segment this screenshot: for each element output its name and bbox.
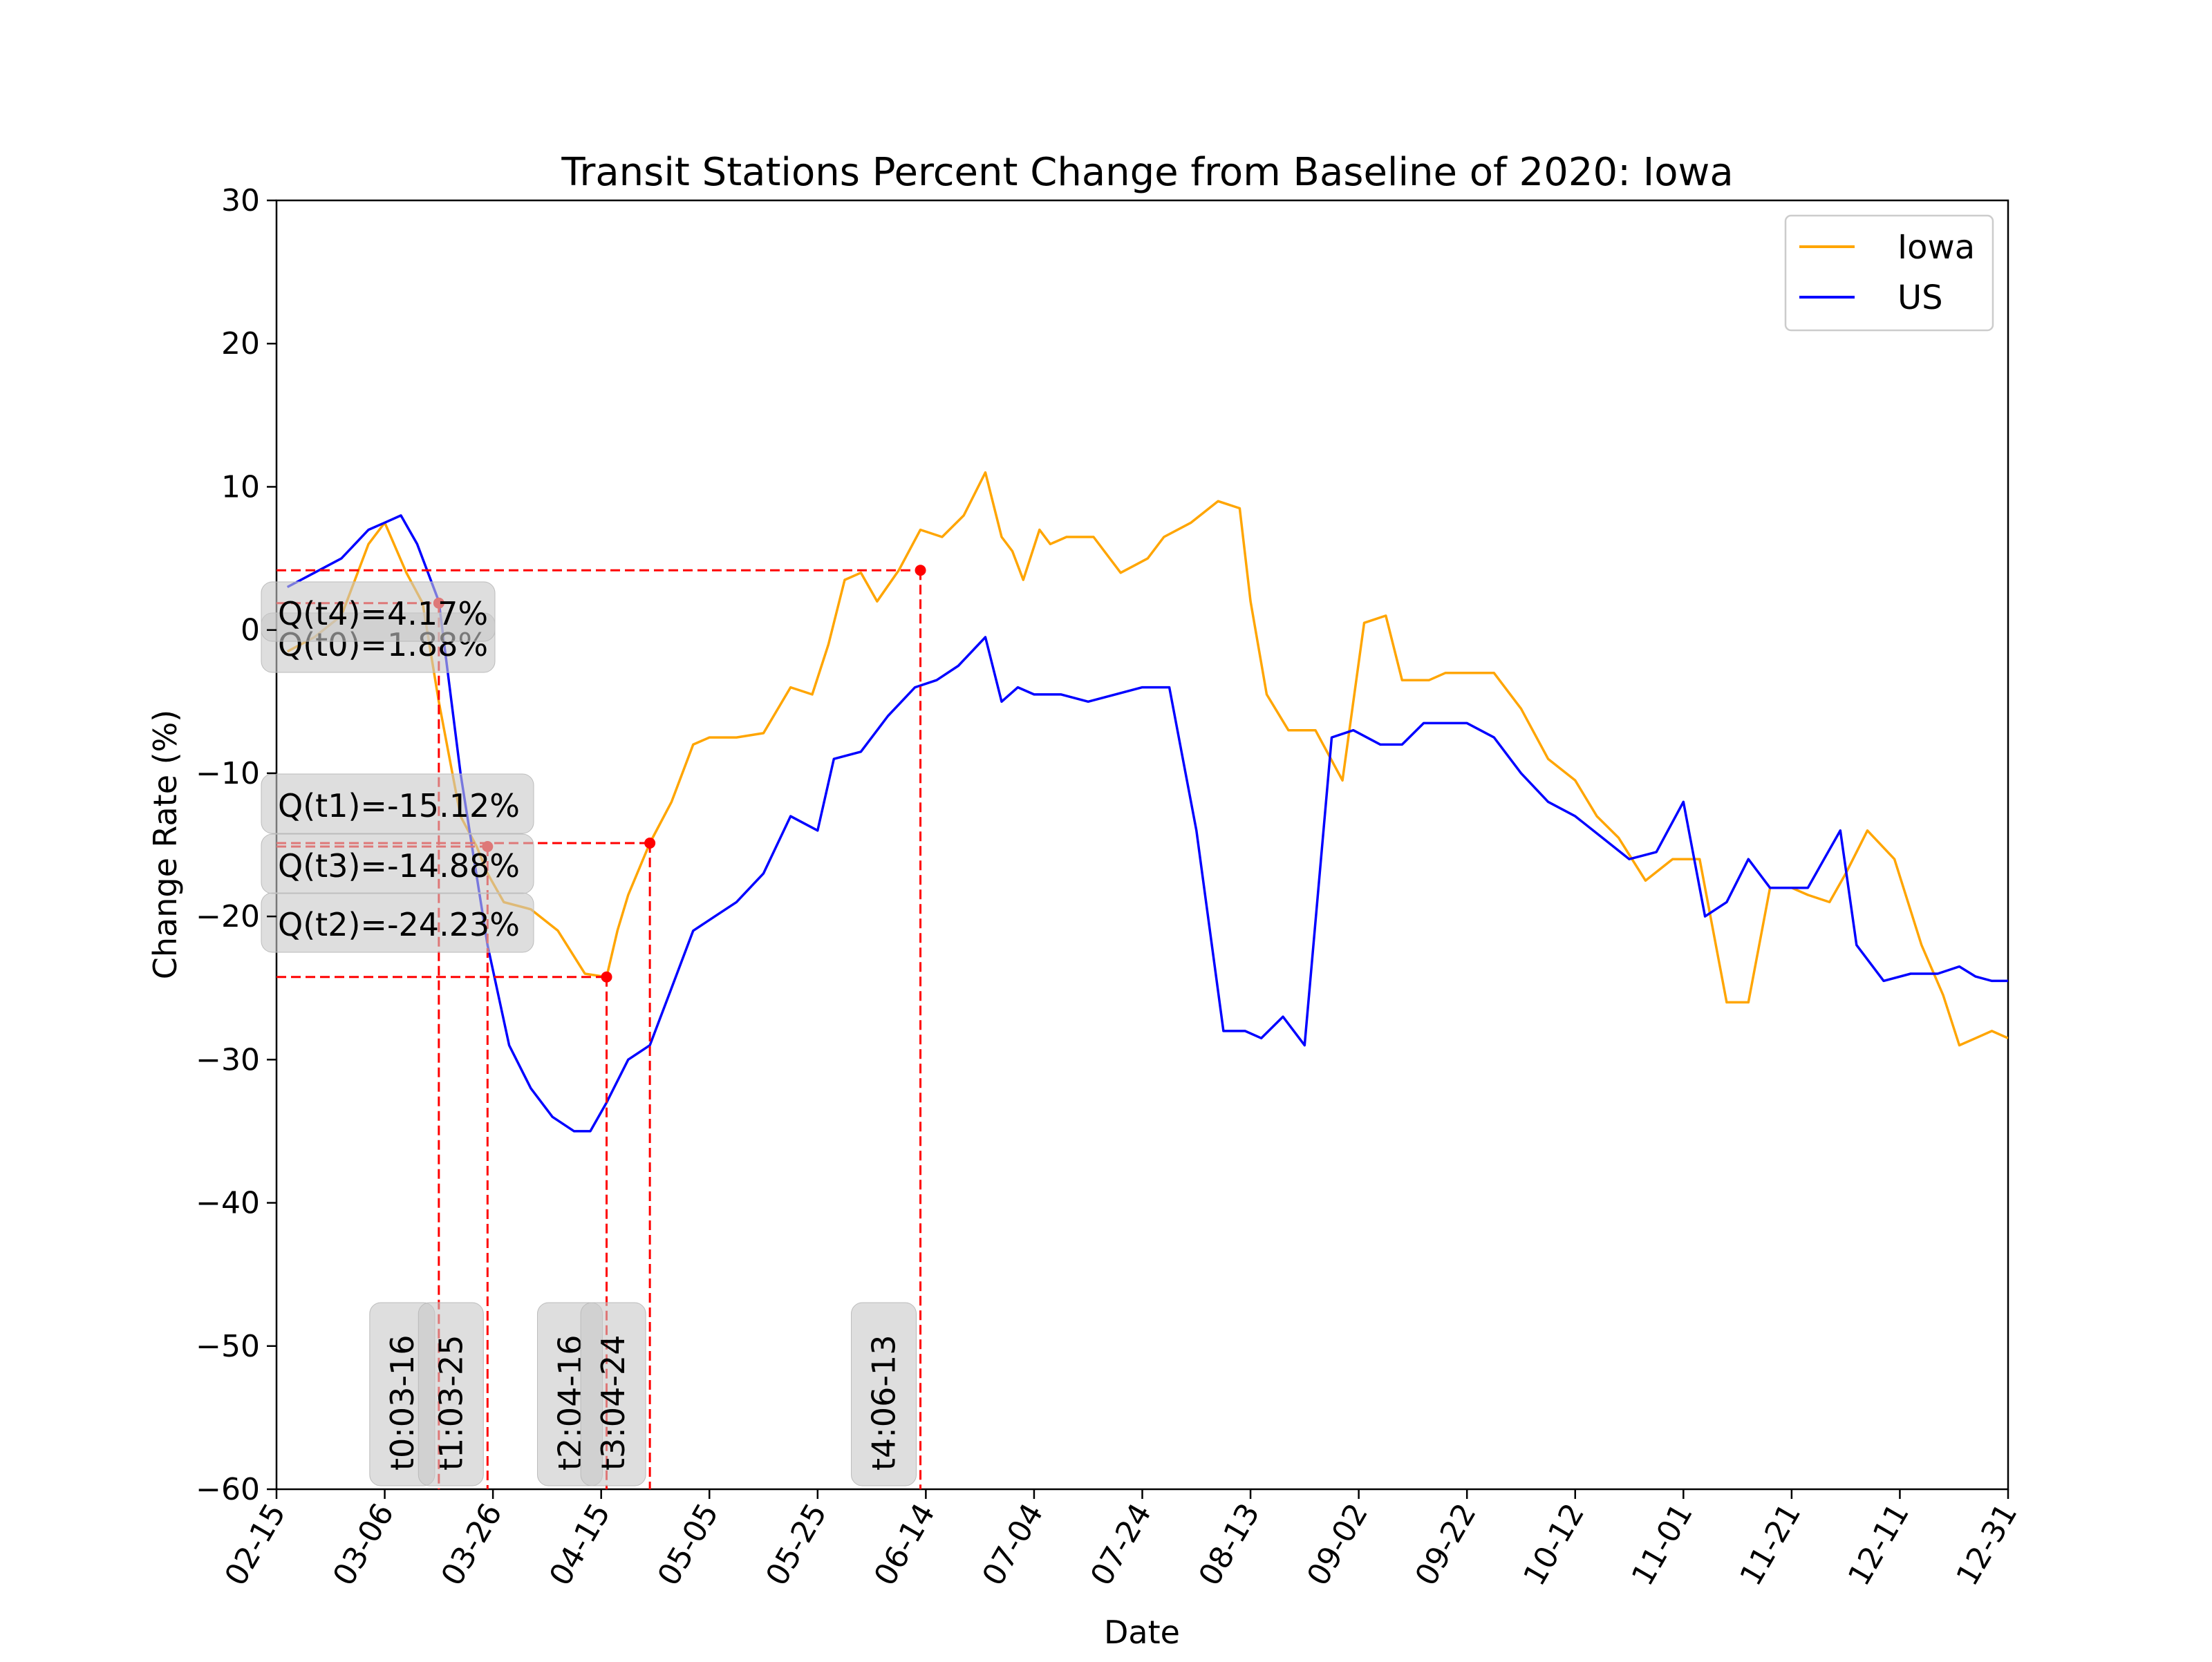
x-tick-label: 04-15	[543, 1498, 617, 1592]
x-tick-label: 12-31	[1949, 1498, 2024, 1592]
y-axis-label: Change Rate (%)	[147, 710, 184, 979]
marker-value-label-t4: Q(t4)=4.17%	[278, 595, 488, 632]
x-axis-label: Date	[1104, 1614, 1180, 1651]
y-tick-label: −60	[196, 1472, 260, 1507]
marker-date-box-t4	[851, 1302, 917, 1486]
marker-point-t3	[644, 838, 656, 849]
x-tick-label: 11-21	[1733, 1498, 1808, 1592]
legend-label-us: US	[1897, 278, 1943, 317]
legend-label-iowa: Iowa	[1897, 228, 1975, 267]
y-tick-label: −20	[196, 899, 260, 934]
x-tick-label: 03-06	[326, 1498, 401, 1592]
series-layer	[286, 471, 2008, 1133]
x-tick-label: 03-26	[435, 1498, 509, 1592]
markers-layer: t0:03-16Q(t0)=1.88%t1:03-25Q(t1)=-15.12%…	[261, 565, 926, 1489]
series-line-iowa	[286, 471, 2008, 1047]
marker-value-box-t3	[261, 833, 534, 894]
y-tick-label: 10	[221, 469, 260, 504]
x-tick-label: 02-15	[218, 1498, 292, 1592]
marker-value-label-t2: Q(t2)=-24.23%	[278, 906, 520, 943]
x-tick-label: 09-22	[1409, 1498, 1483, 1592]
chart-title: Transit Stations Percent Change from Bas…	[561, 150, 1733, 195]
x-tick-label: 07-24	[1084, 1498, 1159, 1592]
y-tick-label: −40	[196, 1186, 260, 1221]
x-tick-label: 08-13	[1192, 1498, 1266, 1592]
marker-point-t4	[915, 565, 926, 576]
y-tick-label: −10	[196, 756, 260, 791]
marker-value-label-t1: Q(t1)=-15.12%	[278, 787, 520, 824]
x-tick-label: 07-04	[975, 1498, 1050, 1592]
legend-box	[1784, 214, 1994, 332]
marker-date-label-t0: t0:03-16	[384, 1335, 421, 1471]
marker-date-box-t3	[580, 1302, 646, 1486]
y-tick-label: 0	[241, 613, 260, 648]
marker-value-box-t1	[261, 773, 534, 834]
x-tick-label: 11-01	[1625, 1498, 1700, 1592]
legend: Iowa US	[1784, 214, 1994, 332]
marker-value-box-t4	[261, 581, 496, 642]
x-tick-label: 06-14	[868, 1498, 942, 1592]
y-tick-label: −30	[196, 1042, 260, 1077]
marker-value-label-t3: Q(t3)=-14.88%	[278, 847, 520, 885]
y-tick-label: 30	[221, 183, 260, 218]
y-tick-label: −50	[196, 1329, 260, 1364]
plot-area	[275, 199, 2009, 1491]
marker-date-label-t3: t3:04-24	[594, 1335, 632, 1471]
marker-point-t2	[601, 971, 612, 983]
marker-date-box-t1	[418, 1302, 484, 1486]
x-tick-label: 10-12	[1517, 1498, 1591, 1592]
y-tick-label: 20	[221, 326, 260, 361]
marker-date-label-t4: t4:06-13	[865, 1335, 903, 1471]
x-tick-label: 12-11	[1841, 1498, 1916, 1592]
marker-date-label-t1: t1:03-25	[432, 1335, 469, 1471]
x-tick-label: 09-02	[1300, 1498, 1375, 1592]
series-line-us	[286, 514, 2008, 1133]
x-tick-label: 05-05	[651, 1498, 726, 1592]
x-tick-label: 05-25	[759, 1498, 834, 1592]
